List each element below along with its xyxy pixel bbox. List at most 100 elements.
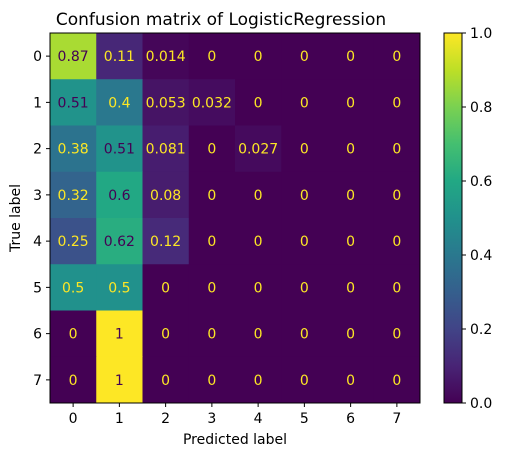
heatmap-cell: [373, 79, 421, 126]
heatmap-cell: [235, 264, 282, 311]
cell-value-label: 0: [254, 95, 263, 111]
y-tick-label: 1: [33, 95, 42, 111]
colorbar-tick-label: 0.4: [470, 248, 492, 264]
cell-value-label: 0: [254, 373, 263, 389]
cell-value-label: 0: [346, 49, 355, 65]
cell-value-label: 0: [254, 188, 263, 204]
cell-value-label: 0.5: [108, 280, 130, 296]
cell-value-label: 0: [207, 327, 216, 343]
heatmap-cell: [281, 264, 328, 311]
y-axis-label: True label: [8, 184, 24, 253]
cell-value-label: 0: [69, 327, 78, 343]
heatmap-cell: [188, 79, 236, 126]
cell-value-label: 0: [346, 188, 355, 204]
cell-value-label: 0: [300, 234, 309, 250]
heatmap-cell: [281, 310, 328, 358]
y-tick-label: 5: [33, 280, 42, 296]
heatmap-cell: [281, 218, 328, 265]
cell-value-label: 0: [207, 234, 216, 250]
x-tick-label: 7: [392, 411, 401, 427]
heatmap-cell: [327, 218, 375, 265]
cell-value-label: 0.081: [146, 142, 186, 158]
cell-value-label: 0.5: [62, 280, 84, 296]
x-tick-label: 0: [69, 411, 78, 427]
cell-value-label: 0.32: [58, 188, 89, 204]
heatmap-cell: [142, 356, 190, 404]
heatmap-cell: [142, 33, 190, 80]
heatmap-cell: [235, 33, 282, 80]
cell-value-label: 1: [115, 327, 124, 343]
heatmap-cell: [50, 171, 97, 219]
cell-value-label: 0: [346, 142, 355, 158]
cell-value-label: 0: [161, 280, 170, 296]
heatmap-cell: [50, 79, 97, 126]
cell-value-label: 0: [392, 188, 401, 204]
y-tick-label: 4: [33, 234, 42, 250]
heatmap-cell: [142, 310, 190, 358]
cell-value-label: 0.62: [104, 234, 135, 250]
cell-value-label: 0: [392, 280, 401, 296]
heatmap-cell: [373, 218, 421, 265]
heatmap-cell: [96, 79, 143, 126]
cell-value-label: 0: [300, 49, 309, 65]
heatmap-cell: [373, 125, 421, 173]
cell-value-label: 0: [392, 142, 401, 158]
x-tick-label: 6: [346, 411, 355, 427]
cell-value-label: 0.11: [104, 49, 135, 65]
cell-value-label: 0: [207, 142, 216, 158]
cell-value-label: 0: [392, 234, 401, 250]
y-tick-label: 0: [33, 49, 42, 65]
cell-value-label: 0: [207, 49, 216, 65]
chart-title: Confusion matrix of LogisticRegression: [56, 10, 386, 30]
heatmap-cell: [96, 125, 143, 173]
heatmap-cell: [373, 171, 421, 219]
heatmap-cell: [50, 264, 97, 311]
cell-value-label: 0: [207, 280, 216, 296]
heatmap-cell: [142, 125, 190, 173]
heatmap-cell: [235, 79, 282, 126]
cell-value-label: 0: [300, 188, 309, 204]
cell-value-label: 0.87: [58, 49, 89, 65]
cell-value-label: 0.51: [104, 142, 135, 158]
x-tick-label: 3: [207, 411, 216, 427]
heatmap-cell: [327, 79, 375, 126]
heatmap-cell: [50, 218, 97, 265]
cell-value-label: 0: [346, 327, 355, 343]
cell-value-label: 0: [346, 95, 355, 111]
heatmap-cell: [235, 310, 282, 358]
colorbar-ticks: 0.0 0.2 0.4 0.6 0.8 1.0: [462, 26, 492, 412]
cell-value-label: 0: [300, 373, 309, 389]
heatmap-cell: [327, 264, 375, 311]
x-tick-label: 1: [115, 411, 124, 427]
colorbar-tick-label: 0.0: [470, 396, 492, 412]
heatmap-cell: [327, 310, 375, 358]
cell-value-label: 0: [69, 373, 78, 389]
heatmap-cell: [96, 264, 143, 311]
cell-value-label: 0.51: [58, 95, 89, 111]
heatmap-cells: [50, 33, 421, 404]
cell-value-label: 0.08: [150, 188, 181, 204]
x-tick-label: 5: [300, 411, 309, 427]
heatmap-cell: [188, 125, 236, 173]
heatmap-cell: [373, 310, 421, 358]
cell-value-label: 0: [161, 327, 170, 343]
cell-value-label: 0: [300, 95, 309, 111]
cell-value-label: 0.014: [146, 49, 186, 65]
heatmap-cell: [235, 218, 282, 265]
cell-value-label: 0: [254, 327, 263, 343]
x-tick-label: 2: [161, 411, 170, 427]
colorbar: [443, 32, 463, 404]
colorbar-tick-label: 1.0: [470, 26, 492, 42]
cell-value-label: 0: [207, 373, 216, 389]
heatmap-cell: [96, 356, 143, 404]
heatmap-cell: [142, 264, 190, 311]
y-axis-ticks: 0 1 2 3 4 5 6 7: [33, 49, 50, 389]
heatmap-cell: [50, 356, 97, 404]
heatmap-cell: [96, 310, 143, 358]
y-tick-label: 7: [33, 373, 42, 389]
cell-value-label: 0: [254, 234, 263, 250]
heatmap-cell: [50, 125, 97, 173]
plot-frame: [49, 32, 421, 404]
cell-value-label: 0: [392, 49, 401, 65]
heatmap-cell-labels: 0.87 0.11 0.014 0 0 0 0 00.51 0.4 0.053 0.032 0 0 0 00…: [58, 49, 402, 389]
